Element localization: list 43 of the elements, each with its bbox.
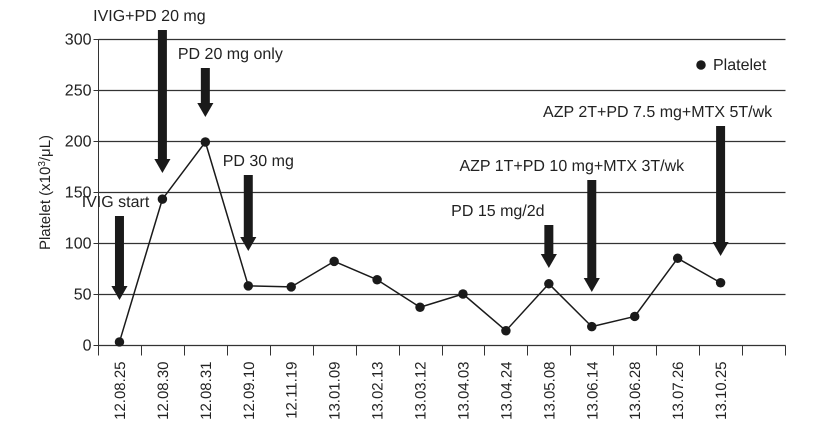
x-tick-label: 13.06.14 (584, 362, 602, 420)
point (415, 302, 425, 312)
point (244, 281, 254, 291)
y-tick-label: 0 (82, 338, 92, 354)
x-tick-label: 12.11.19 (284, 362, 301, 419)
point (114, 337, 124, 347)
x-tick-label: 13.02.13 (370, 362, 387, 420)
point (158, 194, 168, 204)
x-tick-label: 13.07.26 (670, 362, 688, 420)
x-tick-label: 12.08.31 (198, 362, 215, 420)
x-tick-label: 13.04.03 (455, 362, 472, 420)
point (544, 279, 554, 289)
annotation: PD 30 mg (222, 153, 294, 170)
point (630, 312, 640, 322)
x-tick-label: 12.09.10 (240, 362, 258, 420)
legend-label: Platelet (713, 57, 767, 74)
x-tick-label: 13.04.24 (498, 362, 516, 420)
x-tick-label: 13.10.25 (713, 362, 730, 420)
point (329, 256, 339, 266)
point (286, 282, 296, 292)
x-tick-label: 13.06.28 (627, 362, 644, 420)
annotation: AZP 1T+PD 10 mg+MTX 3T/wk (459, 158, 686, 175)
y-tick-label: 100 (64, 236, 92, 252)
y-tick-label: 200 (64, 134, 92, 150)
y-tick-label: 300 (64, 32, 92, 48)
text: IVIG+PD 20 mg (93, 8, 206, 25)
x-tick-label: 13.05.08 (541, 362, 558, 420)
point (587, 322, 597, 332)
x-tick-label: 12.08.30 (154, 362, 172, 420)
point (200, 137, 210, 147)
annotation: PD 20 mg only (178, 46, 283, 63)
point (458, 289, 468, 299)
point (716, 278, 726, 288)
point (372, 274, 382, 284)
y-tick-label: 50 (74, 286, 92, 304)
x-tick-label: 13.01.09 (326, 362, 344, 420)
annotation: AZP 2T+PD 7.5 mg+MTX 5T/wk (543, 104, 774, 121)
point (672, 254, 682, 264)
annotation: PD 15 mg/2d (451, 203, 545, 220)
x-tick-label: 13.03.12 (412, 362, 430, 420)
point (501, 326, 511, 336)
y-tick-label: 250 (64, 82, 92, 100)
x-tick-label: 12.08.25 (112, 362, 129, 420)
